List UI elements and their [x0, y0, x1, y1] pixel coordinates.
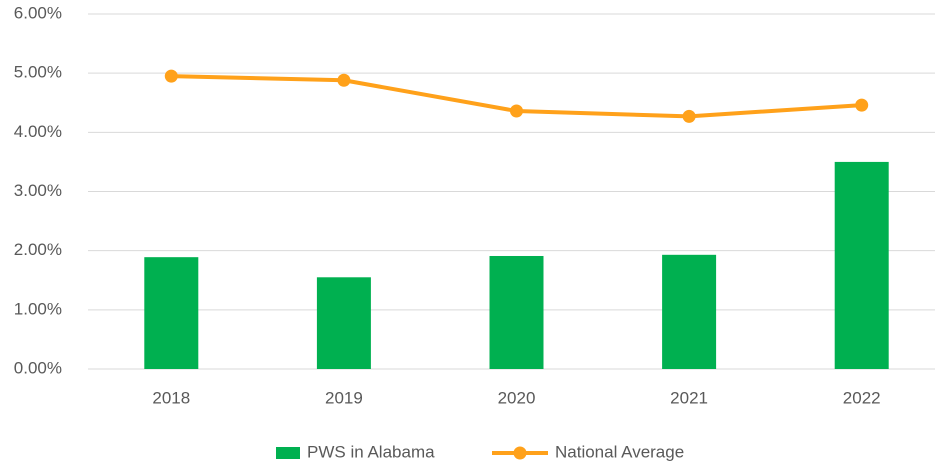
y-tick-label: 3.00%: [14, 181, 62, 200]
line-marker: [855, 98, 869, 112]
legend-label: National Average: [555, 442, 684, 461]
x-tick-label: 2020: [498, 388, 536, 407]
bar: [489, 255, 544, 369]
legend-swatch: [276, 447, 300, 459]
y-tick-label: 2.00%: [14, 240, 62, 259]
bar: [316, 277, 371, 369]
x-tick-label: 2019: [325, 388, 363, 407]
x-tick-label: 2022: [843, 388, 881, 407]
x-tick-label: 2018: [152, 388, 190, 407]
bar: [144, 257, 199, 369]
line-marker: [682, 109, 696, 123]
bar: [834, 161, 889, 369]
y-tick-label: 6.00%: [14, 3, 62, 22]
bar: [662, 254, 717, 369]
line-marker: [337, 73, 351, 87]
line-marker: [164, 69, 178, 83]
legend-marker: [513, 446, 527, 460]
y-tick-label: 1.00%: [14, 299, 62, 318]
legend-label: PWS in Alabama: [307, 442, 435, 461]
y-tick-label: 5.00%: [14, 63, 62, 82]
y-tick-label: 4.00%: [14, 122, 62, 141]
line-marker: [510, 104, 523, 118]
x-tick-label: 2021: [670, 388, 708, 407]
y-tick-label: 0.00%: [14, 358, 62, 377]
